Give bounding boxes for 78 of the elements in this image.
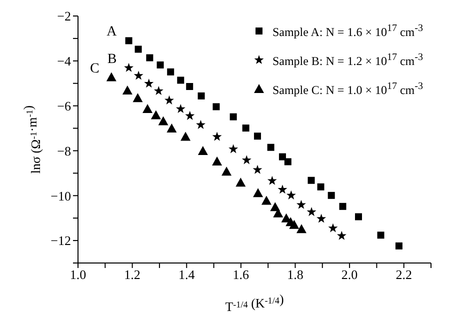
point bbox=[328, 223, 338, 232]
point bbox=[261, 196, 272, 205]
point bbox=[306, 207, 316, 216]
point bbox=[125, 37, 132, 44]
point bbox=[106, 72, 116, 82]
point bbox=[284, 158, 292, 166]
x-tick-label: 1.2 bbox=[124, 267, 140, 282]
legend-label: Sample A: N = 1.6 × 10$^{17}$ cm$^{-3}$ bbox=[272, 22, 423, 41]
point bbox=[242, 155, 252, 164]
x-tick-label: 1.0 bbox=[70, 267, 86, 282]
point bbox=[146, 54, 154, 62]
point bbox=[154, 86, 164, 96]
point bbox=[339, 202, 346, 210]
point bbox=[328, 192, 335, 199]
x-tick-label: 2.0 bbox=[341, 267, 358, 282]
point bbox=[212, 132, 222, 141]
point bbox=[142, 104, 153, 113]
point bbox=[158, 116, 168, 126]
point bbox=[198, 92, 205, 100]
point bbox=[254, 132, 261, 140]
point bbox=[134, 46, 142, 53]
point bbox=[278, 184, 288, 194]
annotation: A bbox=[106, 24, 118, 40]
point bbox=[336, 230, 346, 240]
y-tick-label: −8 bbox=[57, 143, 71, 158]
point bbox=[185, 110, 195, 120]
point bbox=[377, 232, 384, 239]
y-tick-label: −12 bbox=[50, 233, 71, 248]
point bbox=[212, 156, 222, 166]
point bbox=[296, 224, 306, 234]
legend-label: Sample B: N = 1.2 × 10$^{17}$ cm$^{-3}$ bbox=[272, 51, 423, 70]
point bbox=[296, 200, 306, 209]
point bbox=[228, 144, 238, 154]
point bbox=[278, 153, 286, 160]
point bbox=[316, 214, 326, 223]
point bbox=[253, 188, 264, 198]
annotation: B bbox=[107, 52, 117, 67]
point bbox=[236, 178, 246, 187]
y-tick-label: −4 bbox=[57, 54, 72, 69]
point bbox=[252, 164, 262, 174]
point bbox=[150, 110, 161, 120]
point bbox=[230, 113, 237, 120]
point bbox=[317, 183, 324, 190]
point bbox=[196, 120, 206, 129]
point bbox=[156, 61, 164, 68]
point bbox=[164, 95, 174, 104]
annotation: C bbox=[90, 61, 100, 76]
y-tick-label: −6 bbox=[57, 98, 72, 114]
point bbox=[186, 83, 194, 90]
x-tick-label: 2.2 bbox=[396, 267, 412, 282]
point bbox=[180, 132, 191, 141]
x-axis-title: T$^{-1/4}$ (K$^{-1/4}$) bbox=[225, 292, 284, 314]
point bbox=[166, 123, 177, 132]
point bbox=[267, 176, 277, 185]
x-tick-label: 1.6 bbox=[232, 267, 250, 282]
x-tick-label: 1.8 bbox=[287, 267, 304, 282]
y-tick-label: −2 bbox=[57, 8, 71, 24]
point bbox=[132, 93, 143, 102]
point bbox=[212, 103, 220, 110]
point bbox=[124, 62, 134, 72]
y-tick-label: −10 bbox=[50, 188, 71, 204]
point bbox=[289, 220, 300, 229]
point bbox=[122, 86, 132, 95]
point bbox=[395, 242, 402, 250]
point bbox=[267, 144, 274, 151]
point bbox=[167, 68, 174, 76]
point bbox=[144, 78, 154, 88]
point bbox=[286, 190, 296, 200]
point bbox=[176, 104, 186, 114]
point bbox=[177, 76, 184, 84]
point bbox=[134, 70, 144, 80]
point bbox=[242, 124, 250, 132]
point bbox=[308, 176, 315, 184]
legend-label: Sample C: N = 1.0 × 10$^{17}$ cm$^{-3}$ bbox=[272, 80, 423, 99]
point bbox=[198, 146, 208, 155]
point bbox=[222, 166, 232, 176]
x-tick-label: 1.4 bbox=[178, 267, 196, 282]
point bbox=[355, 213, 362, 220]
